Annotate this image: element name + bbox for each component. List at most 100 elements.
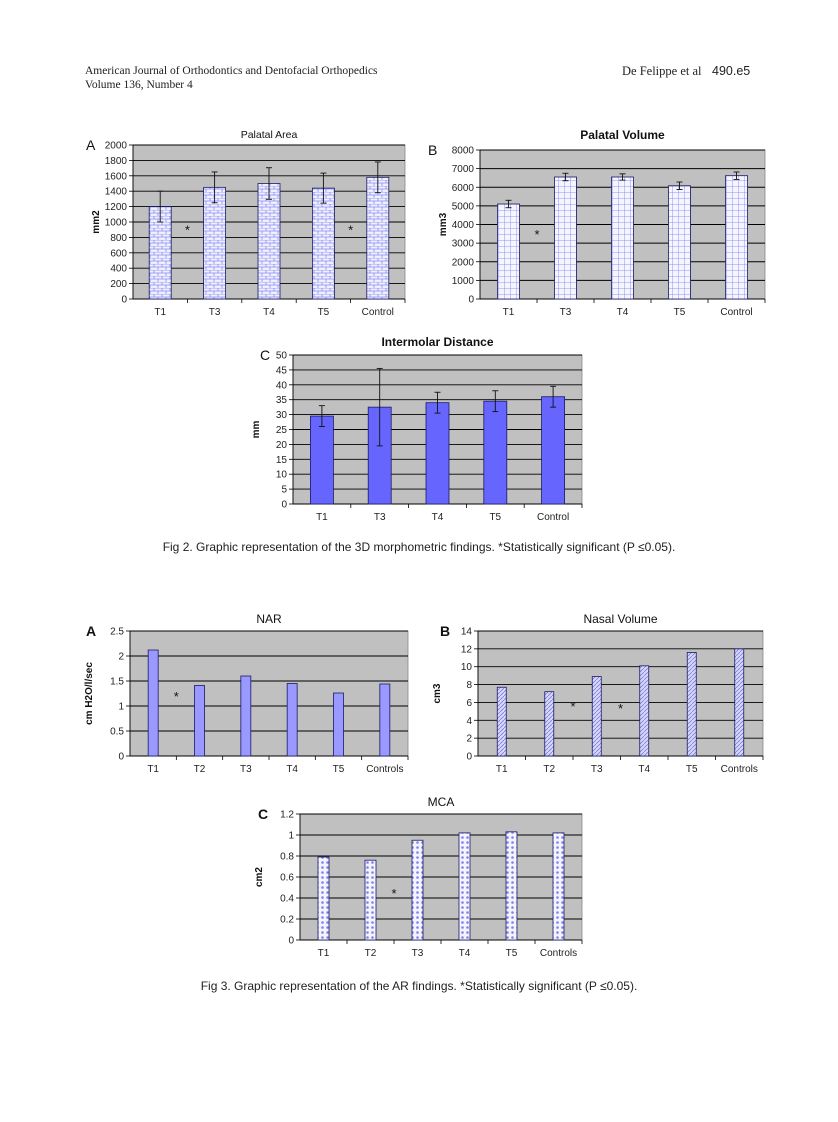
y-tick-label: 400 xyxy=(110,264,127,275)
y-tick-label: 0 xyxy=(468,295,474,306)
bar-t2 xyxy=(544,691,555,757)
panel-letter: B xyxy=(428,142,437,158)
bar-t4 xyxy=(286,683,298,757)
x-tick-label: Controls xyxy=(366,764,403,775)
y-tick-label: 0 xyxy=(121,295,127,306)
bar-t4 xyxy=(639,665,650,757)
y-tick-label: 8 xyxy=(466,680,472,691)
bar-t4 xyxy=(611,176,634,300)
x-tick-label: T1 xyxy=(316,512,328,523)
significance-asterisk: * xyxy=(348,223,353,238)
chart-title: Intermolar Distance xyxy=(381,335,493,349)
x-tick-label: T2 xyxy=(194,764,206,775)
bar-t1 xyxy=(147,649,159,757)
x-tick-label: T5 xyxy=(674,307,686,318)
chart-title: Palatal Area xyxy=(241,129,298,141)
x-tick-label: T3 xyxy=(240,764,252,775)
running-authors: De Felippe et al xyxy=(622,64,702,78)
x-tick-label: T4 xyxy=(432,512,444,523)
y-tick-label: 2000 xyxy=(452,257,475,268)
y-tick-label: 0.4 xyxy=(280,894,294,905)
bar-t4 xyxy=(425,402,450,505)
y-tick-label: 1.5 xyxy=(110,677,124,688)
y-axis-label: mm xyxy=(251,421,262,439)
x-tick-label: T5 xyxy=(686,764,698,775)
significance-asterisk: * xyxy=(391,886,396,901)
y-tick-label: 1 xyxy=(288,831,294,842)
chart-5: 0 0.2 0.4 0.6 0.8 1 1.2 T1 T2 T3 T4 T5 Controls * MCA C… xyxy=(254,795,583,959)
y-tick-label: 1000 xyxy=(452,276,475,287)
bar-control xyxy=(366,176,390,300)
significance-asterisk: * xyxy=(570,699,575,714)
x-tick-label: T5 xyxy=(506,948,518,959)
y-tick-label: 0.2 xyxy=(280,915,294,926)
y-tick-label: 0.5 xyxy=(110,727,124,738)
y-tick-label: 8000 xyxy=(452,146,475,157)
panel-letter: A xyxy=(86,137,96,153)
y-tick-label: 12 xyxy=(461,644,473,655)
y-tick-label: 1 xyxy=(118,702,124,713)
y-tick-label: 800 xyxy=(110,233,127,244)
y-tick-label: 40 xyxy=(276,380,288,391)
chart-4: 0 2 4 6 8 10 12 14 T1 T2 T3 T4 T5 Controls * * Nasal Vol… xyxy=(432,612,764,775)
bar-t5 xyxy=(505,831,518,941)
bar-t1 xyxy=(309,415,334,505)
plot-area xyxy=(129,630,409,757)
x-tick-label: Controls xyxy=(540,948,577,959)
bar-t1 xyxy=(497,203,520,300)
y-tick-label: 2000 xyxy=(105,141,128,152)
panel-letter: C xyxy=(260,347,270,363)
x-tick-label: T1 xyxy=(503,307,515,318)
bar-controls xyxy=(734,648,745,757)
bar-control xyxy=(541,396,565,505)
y-tick-label: 5000 xyxy=(452,201,475,212)
y-tick-label: 0 xyxy=(118,752,124,763)
y-tick-label: 0.6 xyxy=(280,873,294,884)
x-tick-label: T5 xyxy=(489,512,501,523)
y-tick-label: 6000 xyxy=(452,183,475,194)
x-tick-label: T4 xyxy=(286,764,298,775)
y-tick-label: 2 xyxy=(466,734,472,745)
bar-t3 xyxy=(240,675,252,757)
chart-3: 0 0.5 1 1.5 2 2.5 T1 T2 T3 T4 T5 Controls * NAR Acm H2… xyxy=(84,612,409,775)
y-axis-label: cm2 xyxy=(254,867,265,887)
page-number: 490.e5 xyxy=(712,64,751,78)
bar-t3 xyxy=(554,176,577,300)
bar-t3 xyxy=(203,186,227,300)
x-tick-label: T4 xyxy=(638,764,650,775)
y-tick-label: 1200 xyxy=(105,202,128,213)
x-tick-label: T1 xyxy=(147,764,159,775)
significance-asterisk: * xyxy=(534,227,539,242)
chart-0: 0 200 400 600 800 1000 1200 1400 1600 1800 2000 T1 T… xyxy=(86,129,406,318)
y-tick-label: 1600 xyxy=(105,171,128,182)
y-tick-label: 0 xyxy=(281,500,287,511)
x-tick-label: T5 xyxy=(333,764,345,775)
y-tick-label: 15 xyxy=(276,455,288,466)
y-tick-label: 2 xyxy=(118,652,124,663)
y-tick-label: 5 xyxy=(281,485,287,496)
y-tick-label: 0.8 xyxy=(280,852,294,863)
x-tick-label: Control xyxy=(362,307,394,318)
y-tick-label: 7000 xyxy=(452,164,475,175)
significance-asterisk: * xyxy=(185,223,190,238)
significance-asterisk: * xyxy=(174,689,179,704)
bar-t5 xyxy=(311,187,335,300)
chart-title: Palatal Volume xyxy=(580,128,665,142)
x-tick-label: T4 xyxy=(617,307,629,318)
y-tick-label: 4000 xyxy=(452,220,475,231)
x-tick-label: T3 xyxy=(374,512,386,523)
y-tick-label: 35 xyxy=(276,395,288,406)
journal-volume: Volume 136, Number 4 xyxy=(85,79,193,91)
x-tick-label: T1 xyxy=(154,307,166,318)
panel-letter: A xyxy=(86,623,96,639)
y-tick-label: 2.5 xyxy=(110,627,124,638)
fig2-caption: Fig 2. Graphic representation of the 3D … xyxy=(162,540,676,554)
chart-1: 0 1000 2000 3000 4000 5000 6000 7000 8000 T1 T3 T4 T… xyxy=(428,128,766,318)
y-axis-label: cm3 xyxy=(432,683,443,703)
bar-t2 xyxy=(194,685,205,757)
plot-area xyxy=(477,630,764,757)
y-tick-label: 20 xyxy=(276,440,288,451)
chart-title: Nasal Volume xyxy=(583,612,657,626)
bar-t5 xyxy=(668,185,691,300)
journal-name: American Journal of Orthodontics and Den… xyxy=(85,65,378,77)
